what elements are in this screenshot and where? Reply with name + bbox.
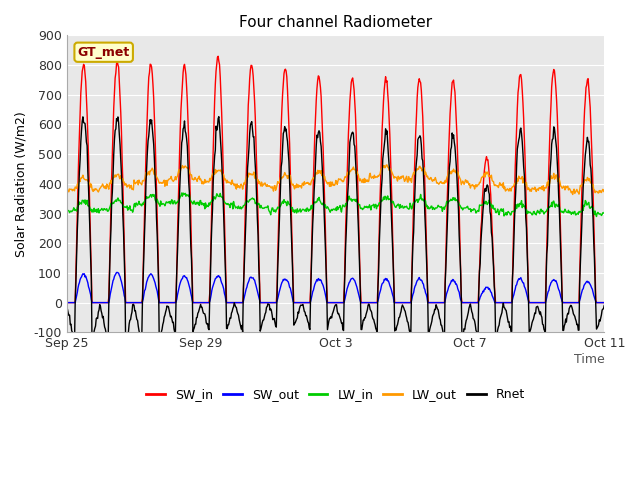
Rnet (408, 264, 416, 270)
SW_out (408, 298, 415, 303)
SW_in (500, 300, 508, 305)
LW_in (359, 206, 367, 212)
SW_in (634, 300, 640, 305)
SW_out (500, 300, 508, 305)
SW_in (63, 300, 70, 305)
LW_out (634, 300, 640, 305)
LW_in (634, 300, 640, 305)
SW_out (359, 300, 367, 305)
Line: SW_out: SW_out (67, 273, 638, 302)
LW_in (500, 213, 508, 219)
Line: LW_in: LW_in (67, 193, 638, 302)
LW_out (63, 187, 70, 192)
LW_out (140, 178, 148, 184)
Title: Four channel Radiometer: Four channel Radiometer (239, 15, 432, 30)
SW_in (179, 80, 186, 85)
SW_in (359, 300, 367, 305)
LW_out (179, 163, 186, 168)
Rnet (140, 253, 148, 259)
Line: LW_out: LW_out (67, 165, 638, 302)
Line: SW_in: SW_in (67, 56, 638, 302)
Rnet (634, 300, 640, 305)
Text: Time: Time (573, 353, 604, 366)
SW_in (140, 231, 148, 237)
Line: Rnet: Rnet (67, 117, 638, 344)
Rnet (128, 309, 136, 315)
LW_out (408, 180, 415, 185)
Rnet (179, 126, 187, 132)
LW_out (358, 179, 366, 185)
Rnet (501, 305, 509, 311)
LW_in (178, 190, 186, 196)
SW_out (634, 300, 640, 305)
Y-axis label: Solar Radiation (W/m2): Solar Radiation (W/m2) (15, 111, 28, 257)
Text: GT_met: GT_met (77, 46, 130, 59)
LW_out (500, 186, 508, 192)
LW_out (128, 187, 136, 192)
LW_in (140, 199, 148, 205)
Legend: SW_in, SW_out, LW_in, LW_out, Rnet: SW_in, SW_out, LW_in, LW_out, Rnet (141, 383, 530, 406)
Rnet (63, 304, 70, 310)
SW_in (214, 53, 222, 59)
SW_in (128, 300, 136, 305)
LW_out (383, 162, 391, 168)
SW_out (113, 270, 121, 276)
Rnet (215, 114, 223, 120)
Rnet (360, 317, 368, 323)
SW_out (129, 300, 136, 305)
LW_in (63, 207, 70, 213)
SW_out (141, 288, 148, 293)
SW_out (63, 300, 70, 305)
Rnet (156, 341, 163, 347)
LW_in (179, 190, 187, 196)
LW_in (408, 206, 415, 212)
SW_in (408, 284, 415, 289)
SW_out (179, 274, 187, 279)
LW_in (128, 207, 136, 213)
